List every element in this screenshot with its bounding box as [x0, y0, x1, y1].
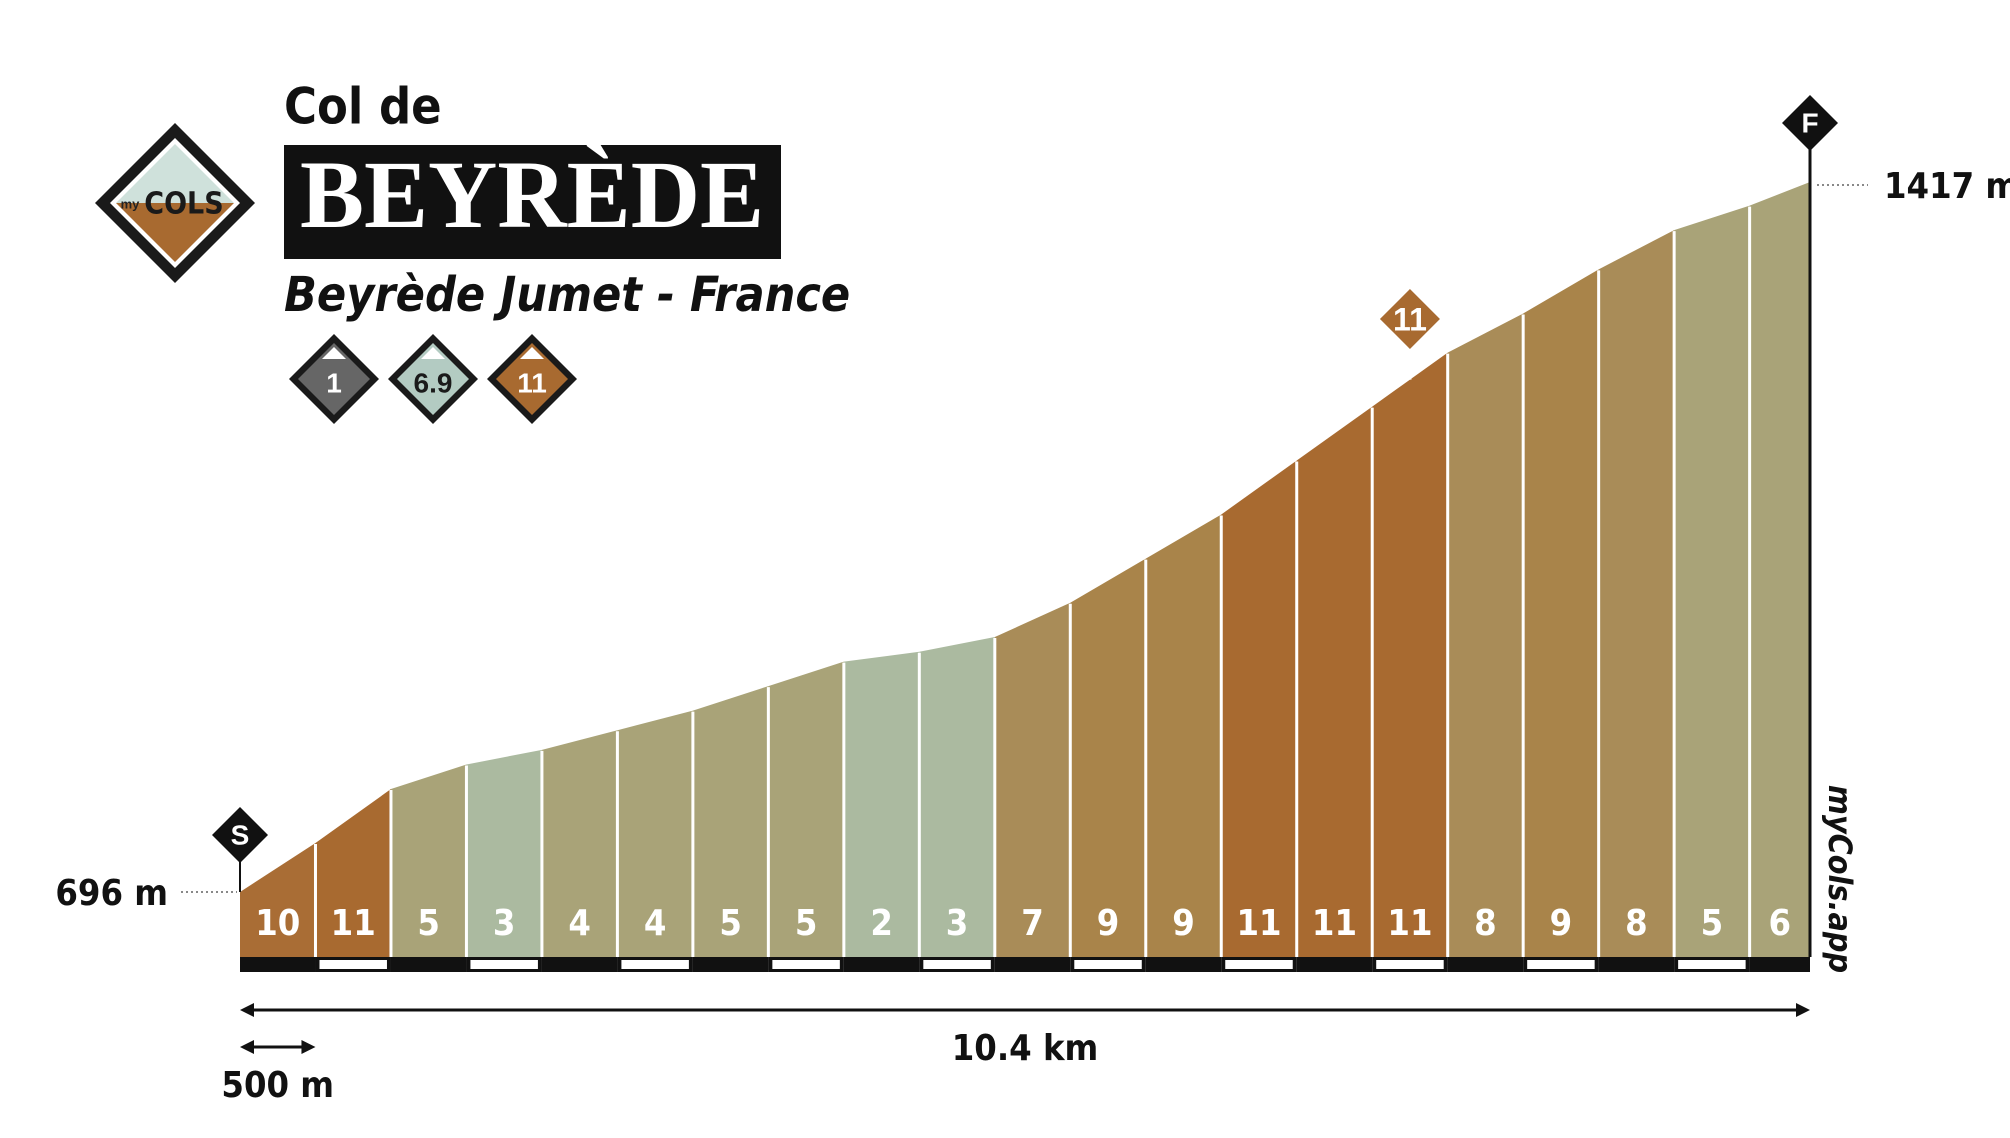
gradient-label: 11	[1236, 903, 1281, 944]
gradient-label: 4	[644, 903, 667, 944]
distance-strip	[541, 957, 618, 972]
total-distance-arrow-head	[1796, 1003, 1810, 1017]
distance-strip	[1145, 957, 1222, 972]
gradient-label: 5	[417, 903, 440, 944]
distance-strip-light	[319, 960, 387, 969]
distance-strip	[843, 957, 920, 972]
gradient-segment	[390, 764, 467, 957]
gradient-label: 5	[795, 903, 818, 944]
gradient-segment	[541, 730, 618, 957]
distance-strip-light	[1376, 960, 1444, 969]
segment-length: 500 m	[221, 1065, 334, 1106]
gradient-segment	[315, 789, 391, 957]
gradient-label: 11	[331, 903, 376, 944]
distance-strip-light	[772, 960, 840, 969]
distance-strip	[240, 957, 316, 972]
badge-value: 6.9	[414, 367, 453, 398]
gradient-label: 9	[1172, 903, 1195, 944]
distance-strip-light	[923, 960, 991, 969]
logo-ground	[116, 203, 234, 262]
gradient-segment	[617, 710, 693, 957]
gradient-label: 3	[946, 903, 969, 944]
gradient-segment	[466, 749, 542, 957]
distance-strip	[390, 957, 467, 972]
finish-marker-label: F	[1801, 107, 1818, 138]
logo-my: my	[121, 196, 141, 211]
distance-strip-light	[1074, 960, 1142, 969]
gradient-label: 3	[493, 903, 516, 944]
badge-peak	[421, 347, 445, 359]
subtitle: Beyrède Jumet - France	[284, 267, 850, 323]
distance-strip	[1447, 957, 1524, 972]
badge-fill	[298, 343, 370, 415]
gradient-label: 2	[870, 903, 893, 944]
distance-strip-light	[1225, 960, 1293, 969]
badge-peak	[322, 347, 346, 359]
kicker: Col de	[284, 78, 442, 136]
gradient-label: 4	[568, 903, 591, 944]
max-marker-label: 11	[1393, 301, 1427, 337]
finish-elevation: 1417 m	[1884, 166, 2010, 207]
title-box	[284, 145, 781, 259]
logo: my COLS	[95, 123, 255, 283]
gradient-label: 9	[1550, 903, 1573, 944]
plot: 10 11 5 3 4 4 5 5 2 3 7 9 9 11 11 11 8 9 8 5 6 S 696 m F 1417 m 1…	[55, 95, 2010, 1106]
gradient-label: 11	[1312, 903, 1357, 944]
badges: 1 6.9 11	[289, 334, 577, 424]
total-distance: 10.4 km	[952, 1028, 1098, 1069]
gradient-label: 5	[719, 903, 742, 944]
gradient-segment	[1221, 460, 1297, 957]
gradient-segment	[692, 686, 769, 957]
badge-fill	[397, 343, 469, 415]
distance-strip-light	[1678, 960, 1746, 969]
start-marker	[212, 807, 268, 863]
gradient-segment	[1749, 182, 1810, 958]
gradient-label: 9	[1097, 903, 1120, 944]
logo-sky	[116, 144, 234, 203]
gradient-segment	[1296, 406, 1373, 957]
gradient-label: 11	[1387, 903, 1432, 944]
gradient-label: 8	[1625, 903, 1648, 944]
gradient-label: 10	[255, 903, 300, 944]
finish-marker	[1782, 95, 1838, 151]
gradient-segment	[1674, 205, 1750, 958]
gradient-segment	[994, 602, 1071, 957]
start-elevation: 696 m	[55, 873, 168, 914]
gradient-segment	[1372, 352, 1448, 957]
badge-fill	[496, 343, 568, 415]
title: BEYRÈDE	[300, 141, 764, 248]
gradient-segment	[1598, 230, 1675, 957]
badge-value: 1	[326, 367, 342, 398]
gradient-segment	[919, 637, 995, 957]
distance-strip-light	[470, 960, 538, 969]
gradient-segment	[1523, 269, 1599, 958]
gradient-segment	[1145, 514, 1222, 957]
distance-strip	[692, 957, 769, 972]
distance-strip-light	[1527, 960, 1595, 969]
gradient-segment	[768, 661, 844, 957]
distance-strip	[1598, 957, 1675, 972]
gradient-label: 8	[1474, 903, 1497, 944]
gradient-segment	[1447, 313, 1524, 957]
total-distance-arrow-head	[240, 1003, 254, 1017]
gradient-label: 6	[1769, 903, 1792, 944]
badge-value: 11	[517, 367, 547, 398]
distance-strip-light	[621, 960, 689, 969]
logo-cols: COLS	[144, 187, 223, 222]
gradient-label: 7	[1021, 903, 1044, 944]
distance-strip	[1749, 957, 1810, 972]
distance-strip	[994, 957, 1071, 972]
badge-peak	[520, 347, 544, 359]
segment-arrow-head	[240, 1040, 254, 1054]
gradient-segment	[240, 842, 316, 957]
watermark: myCols.app	[1821, 785, 1859, 973]
max-marker	[1379, 289, 1440, 349]
gradient-segment	[1070, 558, 1146, 957]
start-marker-label: S	[231, 819, 250, 850]
segment-arrow-head	[301, 1040, 316, 1054]
distance-strip	[1296, 957, 1373, 972]
gradient-segment	[843, 651, 920, 957]
gradient-label: 5	[1701, 903, 1724, 944]
